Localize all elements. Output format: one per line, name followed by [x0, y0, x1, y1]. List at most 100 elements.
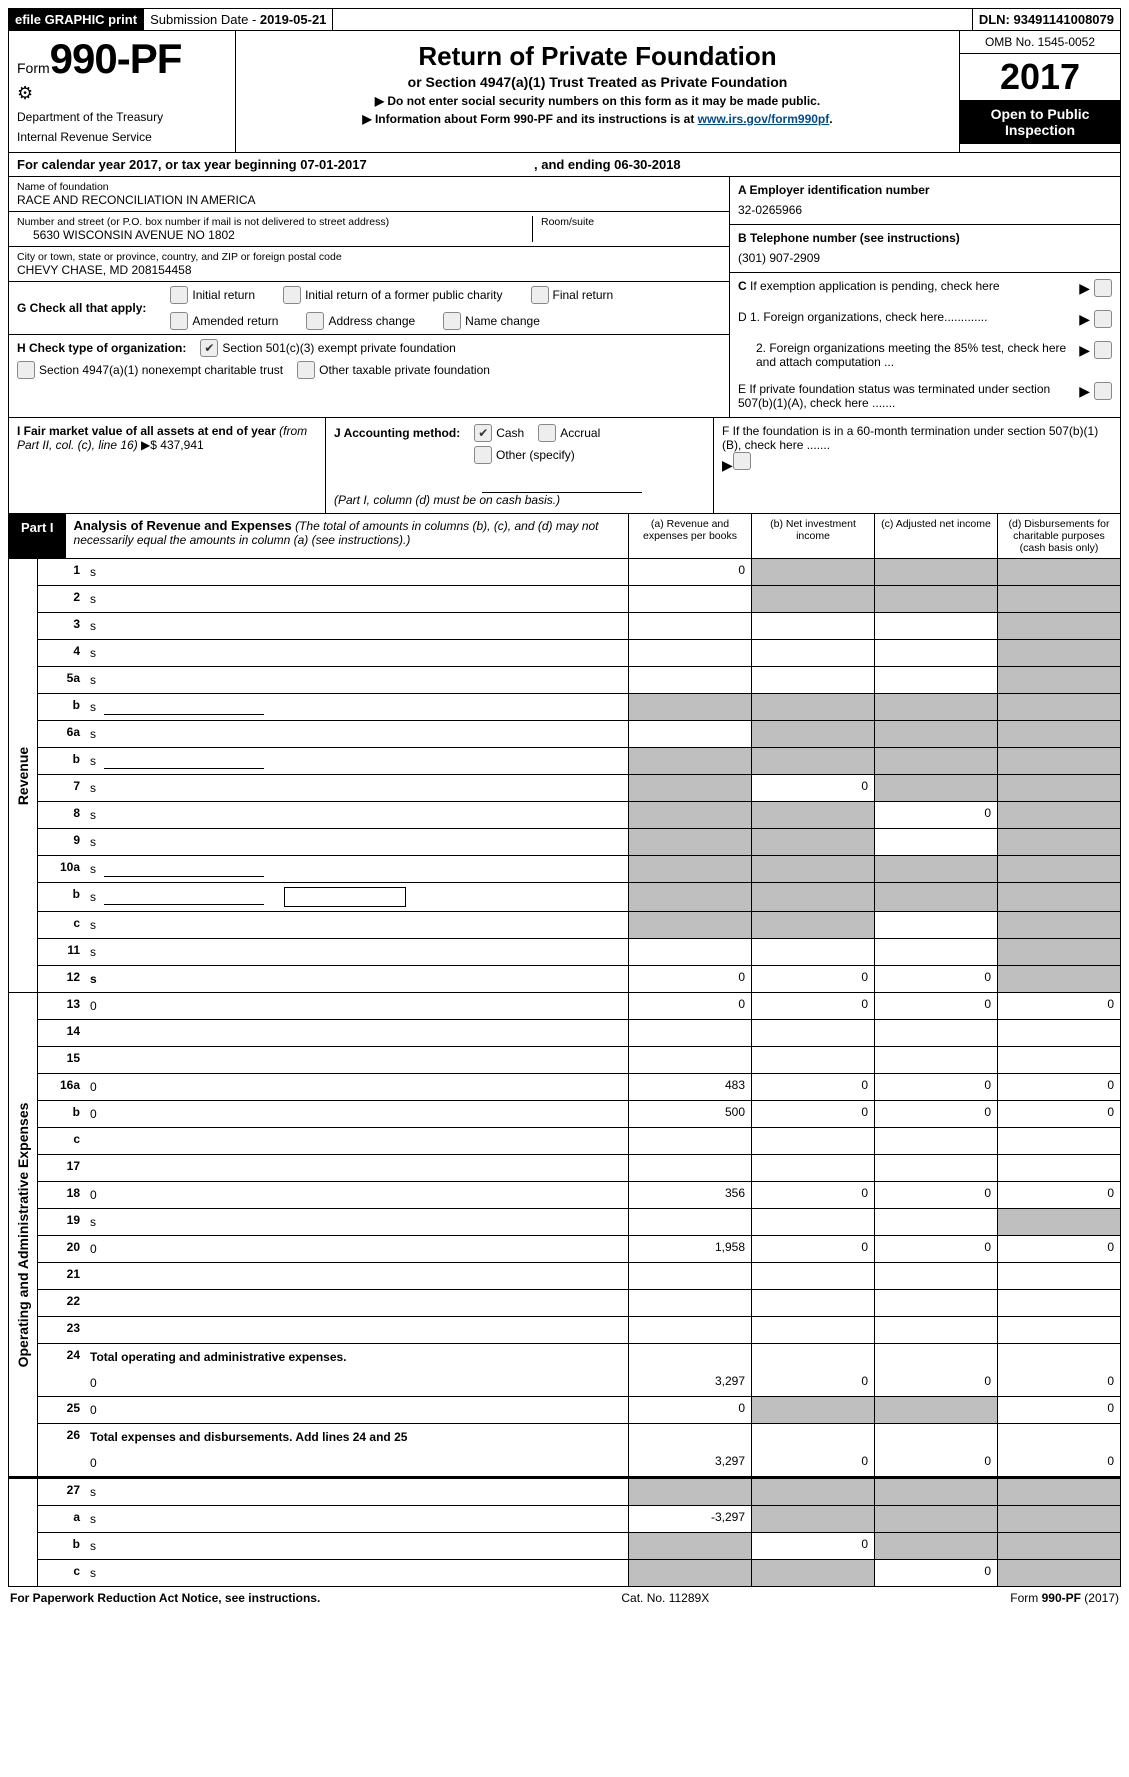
- table-cell: 500: [628, 1101, 751, 1127]
- irs-link[interactable]: www.irs.gov/form990pf: [698, 112, 830, 126]
- omb-number: OMB No. 1545-0052: [960, 31, 1120, 54]
- calendar-year-line: For calendar year 2017, or tax year begi…: [8, 153, 1121, 177]
- line-number: 24: [38, 1344, 86, 1370]
- line-number: 19: [38, 1209, 86, 1235]
- form-subtitle: or Section 4947(a)(1) Trust Treated as P…: [244, 74, 951, 90]
- h-other-checkbox[interactable]: [297, 361, 315, 379]
- table-cell: [628, 856, 751, 882]
- phone-label: B Telephone number (see instructions): [738, 231, 1112, 245]
- line-number: 12: [38, 966, 86, 992]
- j-cash-checkbox[interactable]: [474, 424, 492, 442]
- f-checkbox[interactable]: [733, 452, 751, 470]
- part-1-title: Analysis of Revenue and Expenses: [74, 518, 292, 533]
- table-cell: [751, 1506, 874, 1532]
- table-cell: [997, 694, 1120, 720]
- d2-checkbox[interactable]: [1094, 341, 1112, 359]
- g-checkbox-3[interactable]: [170, 312, 188, 330]
- line-number: c: [38, 1560, 86, 1586]
- line-number: 16a: [38, 1074, 86, 1100]
- section-i-j-f: I Fair market value of all assets at end…: [8, 418, 1121, 514]
- table-cell: [628, 912, 751, 938]
- address-label: Number and street (or P.O. box number if…: [17, 216, 532, 228]
- h-501c3-checkbox[interactable]: [200, 339, 218, 357]
- table-cell: 0: [751, 1236, 874, 1262]
- table-cell: 0: [997, 1236, 1120, 1262]
- line-number: c: [38, 912, 86, 938]
- form-number: Form990-PF: [17, 35, 227, 83]
- entity-info: Name of foundation RACE AND RECONCILIATI…: [8, 177, 1121, 418]
- table-cell: [874, 1128, 997, 1154]
- line-description: [86, 1020, 628, 1046]
- col-a-header: (a) Revenue and expenses per books: [629, 514, 752, 558]
- line-description: 0: [86, 1450, 628, 1476]
- table-cell: [874, 1479, 997, 1505]
- table-cell: 0: [874, 966, 997, 992]
- table-cell: [997, 559, 1120, 585]
- table-cell: [751, 1209, 874, 1235]
- line-description: s: [86, 966, 628, 992]
- line-number: 6a: [38, 721, 86, 747]
- table-cell: 0: [874, 1370, 997, 1396]
- table-cell: 0: [628, 993, 751, 1019]
- section-i-label: I Fair market value of all assets at end…: [17, 424, 279, 438]
- tax-year: 2017: [960, 54, 1120, 100]
- table-cell: 0: [997, 1074, 1120, 1100]
- table-cell: 0: [628, 559, 751, 585]
- table-cell: 356: [628, 1182, 751, 1208]
- table-cell: 0: [997, 1370, 1120, 1396]
- table-cell: [874, 1317, 997, 1343]
- line-number: 3: [38, 613, 86, 639]
- col-b-header: (b) Net investment income: [752, 514, 875, 558]
- line-description: s: [86, 775, 628, 801]
- table-cell: [628, 1479, 751, 1505]
- h-4947-checkbox[interactable]: [17, 361, 35, 379]
- g-checkbox-2[interactable]: [531, 286, 549, 304]
- section-d2-text: 2. Foreign organizations meeting the 85%…: [738, 341, 1073, 369]
- line-number: a: [38, 1506, 86, 1532]
- table-cell: 0: [751, 993, 874, 1019]
- j-accrual-checkbox[interactable]: [538, 424, 556, 442]
- line-description: s: [86, 1533, 628, 1559]
- table-cell: [997, 1155, 1120, 1181]
- expenses-side-label: Operating and Administrative Expenses: [15, 1102, 31, 1367]
- dept-treasury: Department of the Treasury: [17, 110, 227, 124]
- table-cell: 3,297: [628, 1370, 751, 1396]
- line-number: 25: [38, 1397, 86, 1423]
- j-other-checkbox[interactable]: [474, 446, 492, 464]
- table-cell: [874, 856, 997, 882]
- line-description: s: [86, 613, 628, 639]
- line-description: [86, 1290, 628, 1316]
- line-number: 26: [38, 1424, 86, 1450]
- table-cell: [751, 883, 874, 911]
- table-cell: [628, 829, 751, 855]
- table-cell: [997, 1020, 1120, 1046]
- col-d-header: (d) Disbursements for charitable purpose…: [998, 514, 1120, 558]
- table-cell: [997, 775, 1120, 801]
- table-cell: [628, 1533, 751, 1559]
- table-cell: [874, 613, 997, 639]
- table-cell: [751, 1263, 874, 1289]
- line-number: b: [38, 694, 86, 720]
- line-number: 7: [38, 775, 86, 801]
- table-cell: [874, 640, 997, 666]
- e-checkbox[interactable]: [1094, 382, 1112, 400]
- address: 5630 WISCONSIN AVENUE NO 1802: [17, 228, 532, 242]
- g-checkbox-0[interactable]: [170, 286, 188, 304]
- line-number: 18: [38, 1182, 86, 1208]
- g-checkbox-1[interactable]: [283, 286, 301, 304]
- table-cell: [997, 1128, 1120, 1154]
- g-checkbox-5[interactable]: [443, 312, 461, 330]
- submission-date: Submission Date - 2019-05-21: [144, 9, 333, 30]
- table-cell: [751, 1560, 874, 1586]
- table-cell: [874, 1047, 997, 1073]
- d1-checkbox[interactable]: [1094, 310, 1112, 328]
- g-checkbox-4[interactable]: [306, 312, 324, 330]
- line-number: 21: [38, 1263, 86, 1289]
- table-cell: [628, 1560, 751, 1586]
- line-number: 11: [38, 939, 86, 965]
- line-number: c: [38, 1128, 86, 1154]
- table-cell: [874, 775, 997, 801]
- c-checkbox[interactable]: [1094, 279, 1112, 297]
- table-cell: [997, 1506, 1120, 1532]
- line-description: 0: [86, 1397, 628, 1423]
